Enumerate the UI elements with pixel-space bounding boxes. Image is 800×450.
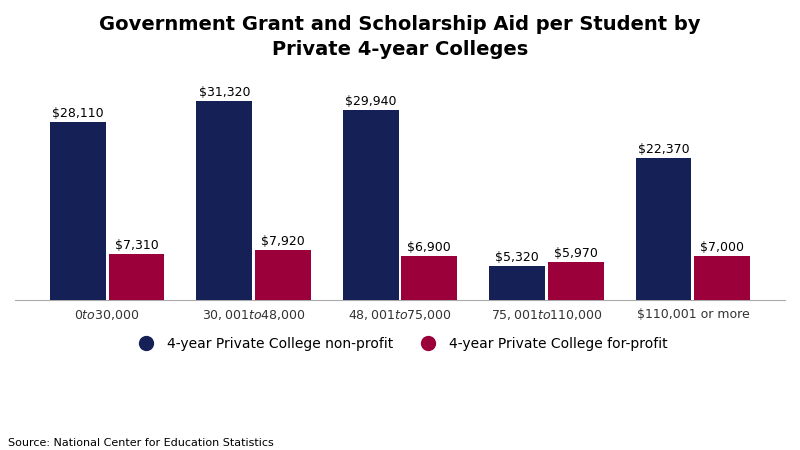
Bar	[343, 110, 398, 300]
Bar	[402, 256, 457, 300]
Bar	[109, 254, 164, 300]
Bar	[50, 122, 106, 300]
Text: $6,900: $6,900	[407, 241, 451, 254]
Text: $7,000: $7,000	[700, 241, 744, 254]
Text: $28,110: $28,110	[52, 107, 104, 120]
Text: $22,370: $22,370	[638, 143, 690, 156]
Bar	[548, 262, 603, 300]
Legend: 4-year Private College non-profit, 4-year Private College for-profit: 4-year Private College non-profit, 4-yea…	[127, 332, 673, 357]
Bar	[255, 250, 310, 300]
Bar	[197, 101, 252, 300]
Text: $7,310: $7,310	[114, 238, 158, 252]
Bar	[636, 158, 691, 300]
Text: $5,970: $5,970	[554, 247, 598, 260]
Text: $31,320: $31,320	[198, 86, 250, 99]
Bar	[694, 256, 750, 300]
Text: $7,920: $7,920	[261, 235, 305, 248]
Text: $29,940: $29,940	[345, 95, 397, 108]
Bar	[490, 266, 545, 300]
Text: $5,320: $5,320	[495, 251, 539, 264]
Title: Government Grant and Scholarship Aid per Student by
Private 4-year Colleges: Government Grant and Scholarship Aid per…	[99, 15, 701, 59]
Text: Source: National Center for Education Statistics: Source: National Center for Education St…	[8, 438, 274, 448]
